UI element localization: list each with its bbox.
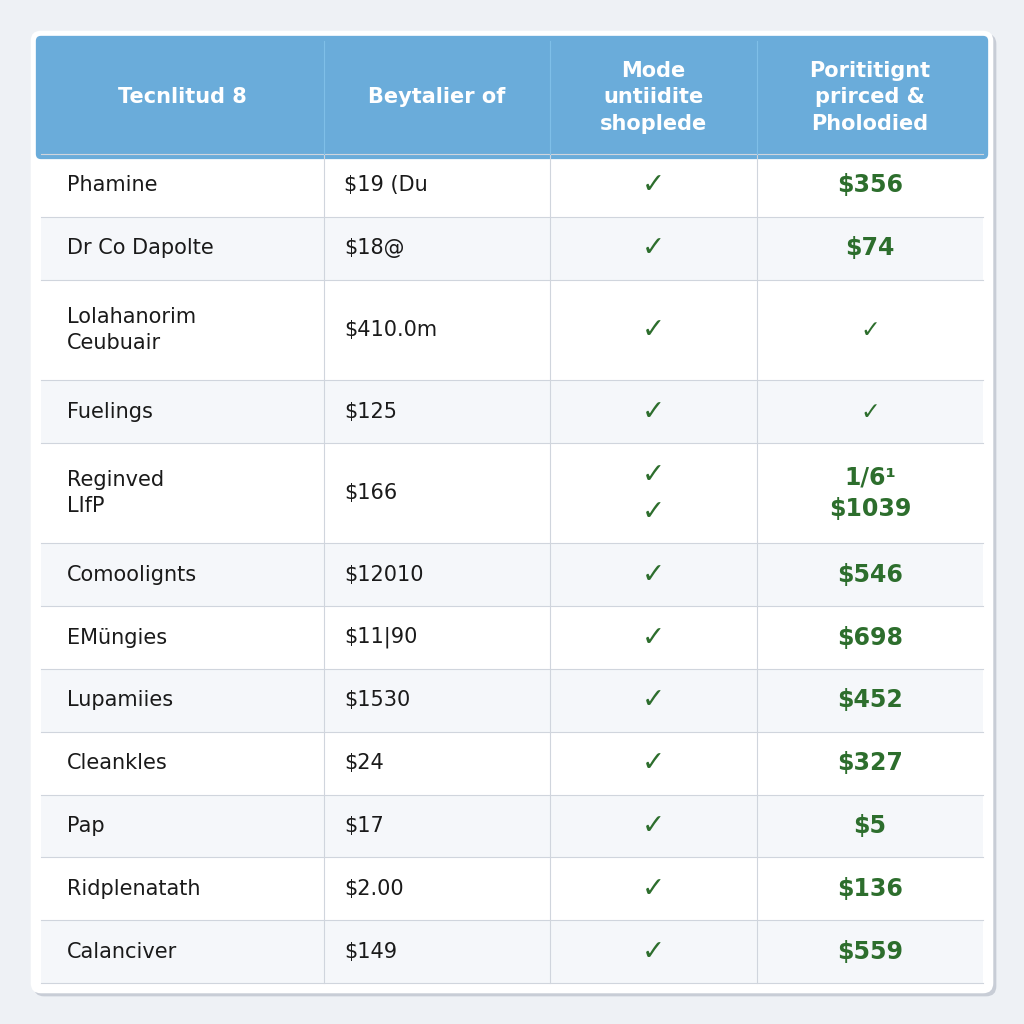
- Bar: [41, 380, 983, 443]
- Text: Lupamiies: Lupamiies: [67, 690, 173, 711]
- Text: $1530: $1530: [344, 690, 411, 711]
- Text: $698: $698: [837, 626, 903, 649]
- Text: Pap: Pap: [67, 816, 104, 836]
- Text: Mode
untiidite
shoplede: Mode untiidite shoplede: [600, 61, 707, 134]
- Text: $452: $452: [837, 688, 903, 713]
- Bar: [41, 280, 983, 380]
- Text: $24: $24: [344, 754, 384, 773]
- Text: Fuelings: Fuelings: [67, 401, 153, 422]
- Bar: [41, 921, 983, 983]
- Bar: [41, 795, 983, 857]
- Text: $356: $356: [837, 173, 903, 198]
- Text: Comoolignts: Comoolignts: [67, 565, 197, 585]
- FancyBboxPatch shape: [34, 34, 996, 996]
- Text: $74: $74: [845, 237, 895, 260]
- Text: ✓: ✓: [642, 874, 665, 903]
- Text: 1/6¹
$1039: 1/6¹ $1039: [828, 465, 911, 521]
- Text: ✓: ✓: [642, 171, 665, 200]
- FancyBboxPatch shape: [31, 31, 993, 993]
- Text: $559: $559: [837, 940, 903, 964]
- Text: $166: $166: [344, 483, 397, 503]
- Text: EMüngies: EMüngies: [67, 628, 167, 647]
- Text: Calanciver: Calanciver: [67, 942, 177, 962]
- Text: ✓: ✓: [642, 686, 665, 715]
- Bar: [41, 606, 983, 669]
- Text: ✓
✓: ✓ ✓: [642, 461, 665, 525]
- Text: Phamine: Phamine: [67, 175, 157, 196]
- Text: Porititignt
prirced &
Pholodied: Porititignt prirced & Pholodied: [809, 61, 931, 134]
- Bar: [41, 443, 983, 544]
- Text: ✓: ✓: [860, 317, 880, 342]
- Text: $11|90: $11|90: [344, 627, 418, 648]
- Bar: [41, 669, 983, 732]
- Text: Reginved
LIfP: Reginved LIfP: [67, 470, 164, 516]
- FancyBboxPatch shape: [36, 36, 988, 159]
- Text: $17: $17: [344, 816, 384, 836]
- Bar: [41, 544, 983, 606]
- Text: ✓: ✓: [642, 938, 665, 966]
- Text: Dr Co Dapolte: Dr Co Dapolte: [67, 239, 213, 258]
- Text: Tecnlitud 8: Tecnlitud 8: [118, 87, 247, 108]
- Text: ✓: ✓: [642, 624, 665, 651]
- Bar: [41, 154, 983, 217]
- Text: $18@: $18@: [344, 239, 404, 258]
- Text: ✓: ✓: [860, 399, 880, 424]
- Text: $12010: $12010: [344, 565, 424, 585]
- Text: ✓: ✓: [642, 561, 665, 589]
- Text: $149: $149: [344, 942, 397, 962]
- Text: ✓: ✓: [642, 234, 665, 262]
- Text: ✓: ✓: [642, 397, 665, 426]
- Bar: [41, 217, 983, 280]
- Text: Ridplenatath: Ridplenatath: [67, 879, 200, 899]
- Text: Beytalier of: Beytalier of: [368, 87, 505, 108]
- Text: ✓: ✓: [642, 315, 665, 344]
- Text: Lolahanorim
Ceubuair: Lolahanorim Ceubuair: [67, 306, 196, 353]
- Text: $327: $327: [837, 752, 903, 775]
- Text: $546: $546: [837, 563, 903, 587]
- Bar: [41, 732, 983, 795]
- Text: $125: $125: [344, 401, 397, 422]
- Text: $2.00: $2.00: [344, 879, 403, 899]
- Text: ✓: ✓: [642, 812, 665, 840]
- Bar: [41, 857, 983, 921]
- Text: ✓: ✓: [642, 750, 665, 777]
- Text: Cleankles: Cleankles: [67, 754, 167, 773]
- Text: $136: $136: [837, 877, 903, 901]
- Text: $5: $5: [853, 814, 887, 838]
- Text: $410.0m: $410.0m: [344, 319, 437, 340]
- Text: $19 (Du: $19 (Du: [344, 175, 428, 196]
